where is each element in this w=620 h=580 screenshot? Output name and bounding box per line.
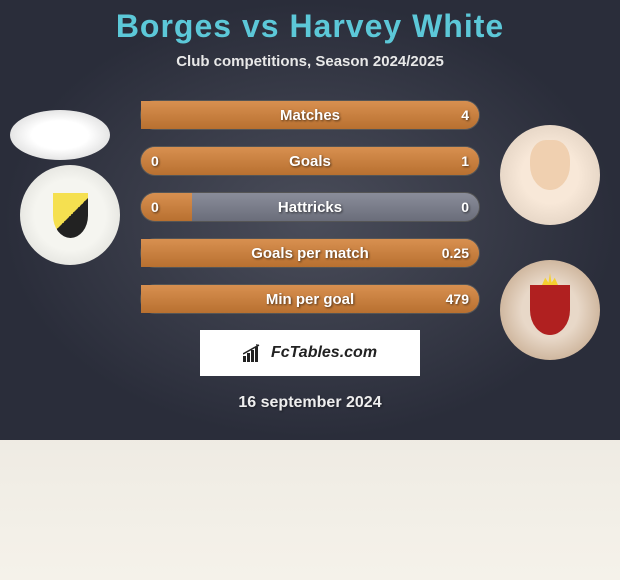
stat-right-value: 1	[461, 153, 469, 169]
stat-label: Goals per match	[251, 245, 369, 262]
stat-row-goals-per-match: Goals per match 0.25	[140, 238, 480, 268]
stat-left-value: 0	[151, 153, 159, 169]
stat-right-value: 4	[461, 107, 469, 123]
bar-chart-icon	[243, 344, 265, 362]
stat-right-value: 479	[446, 291, 469, 307]
stat-row-min-per-goal: Min per goal 479	[140, 284, 480, 314]
page-title: Borges vs Harvey White	[0, 0, 620, 45]
brand-badge: FcTables.com	[200, 330, 420, 376]
stat-label: Goals	[289, 153, 331, 170]
stat-right-value: 0.25	[442, 245, 469, 261]
stat-row-matches: Matches 4	[140, 100, 480, 130]
stat-row-hattricks: 0 Hattricks 0	[140, 192, 480, 222]
stat-fill-left	[141, 147, 192, 175]
stat-fill-right	[192, 147, 479, 175]
subtitle: Club competitions, Season 2024/2025	[0, 53, 620, 70]
stat-left-value: 0	[151, 199, 159, 215]
stat-right-value: 0	[461, 199, 469, 215]
date-label: 16 september 2024	[0, 394, 620, 412]
stat-label: Min per goal	[266, 291, 354, 308]
stat-label: Hattricks	[278, 199, 342, 216]
stats-card: Borges vs Harvey White Club competitions…	[0, 0, 620, 440]
stat-label: Matches	[280, 107, 340, 124]
stat-fill-left	[141, 193, 192, 221]
stat-row-goals: 0 Goals 1	[140, 146, 480, 176]
stats-container: Matches 4 0 Goals 1 0 Hattricks 0 Goals …	[0, 100, 620, 314]
brand-label: FcTables.com	[271, 344, 377, 362]
